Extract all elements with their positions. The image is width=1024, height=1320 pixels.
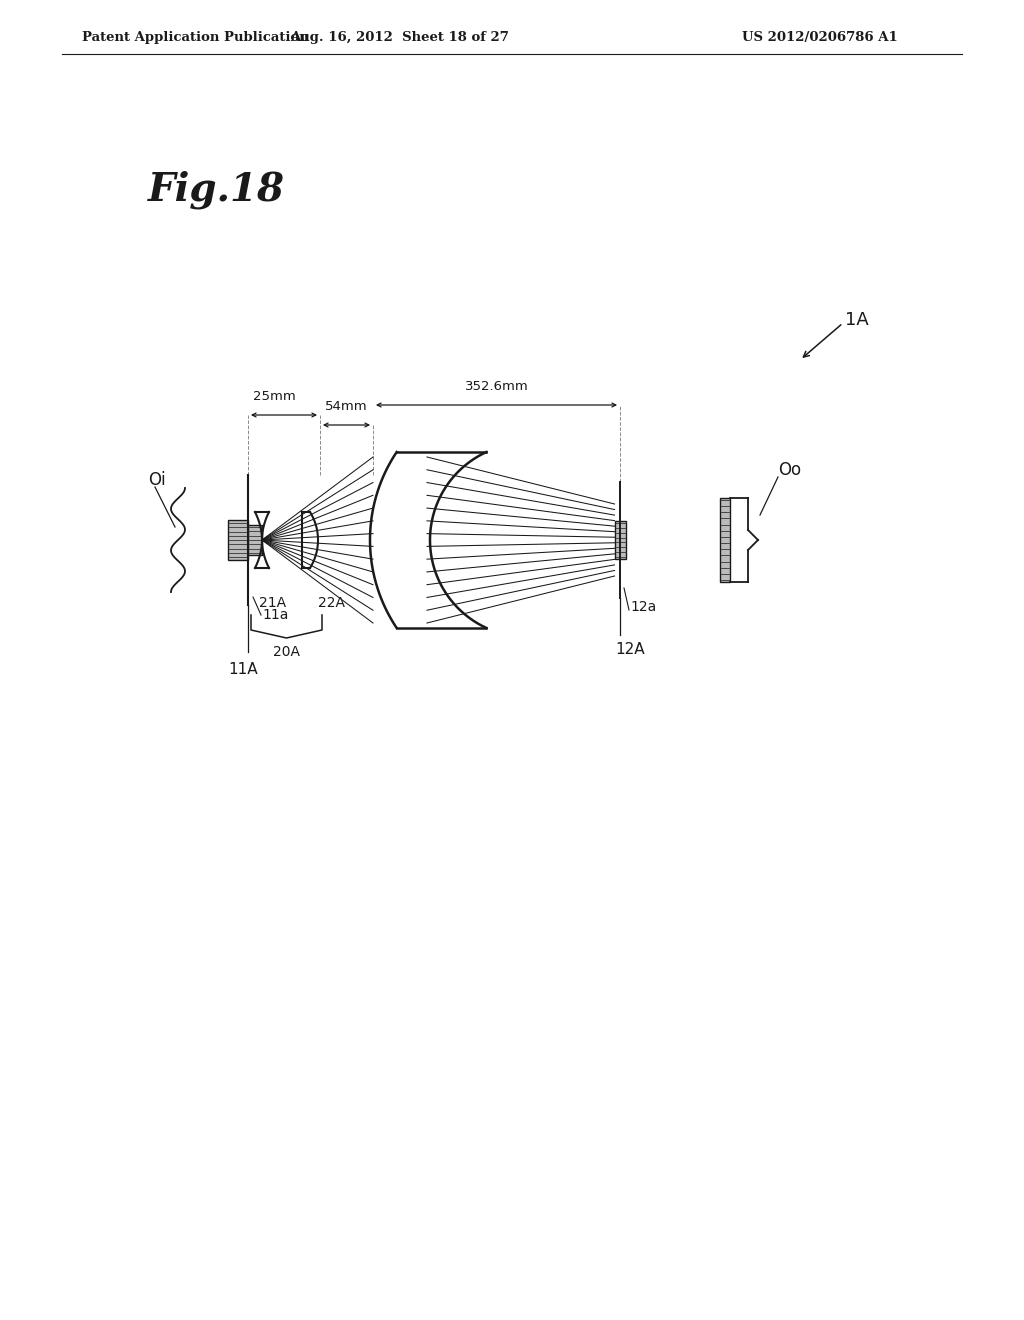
Bar: [720, 498, 730, 582]
Bar: [228, 520, 248, 560]
Text: Fig.18: Fig.18: [148, 170, 285, 210]
Text: 25mm: 25mm: [253, 389, 296, 403]
Text: 11A: 11A: [228, 663, 258, 677]
Bar: [248, 525, 262, 554]
Text: 54mm: 54mm: [326, 400, 368, 413]
Text: 22A: 22A: [318, 597, 345, 610]
Text: 12a: 12a: [630, 601, 656, 614]
Text: 21A: 21A: [259, 597, 286, 610]
Bar: [614, 521, 626, 558]
Text: US 2012/0206786 A1: US 2012/0206786 A1: [742, 32, 898, 45]
Text: Aug. 16, 2012  Sheet 18 of 27: Aug. 16, 2012 Sheet 18 of 27: [291, 32, 509, 45]
Text: Patent Application Publication: Patent Application Publication: [82, 32, 309, 45]
Text: Oi: Oi: [148, 471, 166, 488]
Text: 1A: 1A: [845, 312, 868, 329]
Text: 11a: 11a: [262, 609, 289, 622]
Text: Oo: Oo: [778, 461, 801, 479]
Text: 12A: 12A: [615, 643, 645, 657]
Text: 352.6mm: 352.6mm: [465, 380, 528, 393]
Text: 20A: 20A: [273, 645, 300, 659]
